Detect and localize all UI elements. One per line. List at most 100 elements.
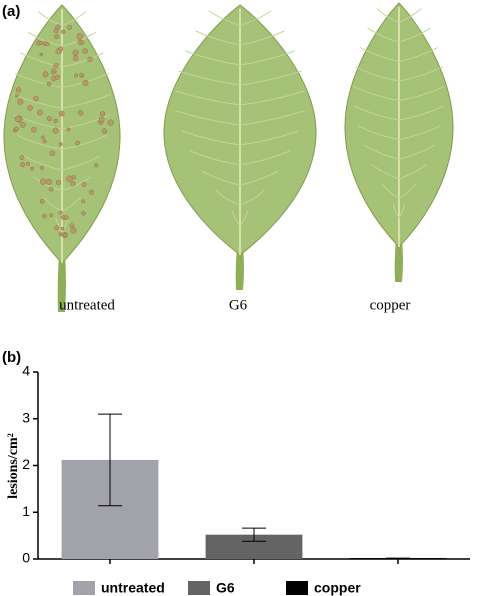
lesion xyxy=(39,52,44,57)
lesion xyxy=(49,213,54,218)
lesion xyxy=(51,71,56,75)
lesion xyxy=(42,71,49,78)
lesion xyxy=(19,155,25,161)
lesion xyxy=(14,126,19,132)
petiole xyxy=(235,248,244,290)
vein xyxy=(61,155,101,171)
vein xyxy=(61,135,107,150)
vein xyxy=(14,73,63,89)
vein xyxy=(23,155,63,171)
lesion xyxy=(94,163,99,168)
lesion xyxy=(17,98,24,105)
vein xyxy=(178,70,241,86)
lesion xyxy=(55,179,62,186)
vein xyxy=(61,197,81,212)
lesion xyxy=(14,115,22,122)
lesion xyxy=(58,46,64,52)
lesion xyxy=(99,111,106,117)
vein xyxy=(201,170,241,186)
lesion xyxy=(77,110,84,116)
vein xyxy=(185,50,241,66)
lesion xyxy=(33,95,39,102)
vein xyxy=(61,11,87,27)
lesion xyxy=(19,121,26,128)
lesion xyxy=(63,233,68,238)
lesion xyxy=(15,87,22,93)
lesion xyxy=(39,199,45,204)
lesion xyxy=(61,29,66,34)
lesion xyxy=(45,41,50,46)
vein xyxy=(398,86,446,102)
lesion xyxy=(76,33,84,40)
lesion xyxy=(79,72,84,78)
lesion xyxy=(38,41,43,46)
vein xyxy=(239,170,279,186)
vein xyxy=(239,190,265,206)
lesion xyxy=(46,81,52,87)
vein xyxy=(215,190,241,206)
error-bar xyxy=(98,413,122,507)
vein xyxy=(239,50,295,66)
lesion xyxy=(53,118,58,124)
vein xyxy=(17,135,63,150)
vein xyxy=(208,10,241,26)
lesion xyxy=(63,215,69,221)
panel-label: (a) xyxy=(2,3,20,20)
lesion xyxy=(20,162,26,168)
lesion xyxy=(25,161,31,166)
lesion xyxy=(87,56,93,63)
y-tick-label: 0 xyxy=(22,550,30,566)
vein xyxy=(398,203,406,219)
y-axis-title: lesions/cm² xyxy=(6,433,21,499)
vein xyxy=(37,11,63,27)
vein xyxy=(398,66,443,82)
lesion xyxy=(75,140,80,146)
lesion xyxy=(74,73,79,78)
y-tick-label: 4 xyxy=(22,363,30,379)
lesion xyxy=(46,116,52,122)
vein xyxy=(398,125,441,141)
leaf-label: untreated xyxy=(59,297,115,313)
lesion xyxy=(69,223,75,229)
legend-label: untreated xyxy=(101,580,165,596)
lesion xyxy=(58,110,65,117)
lesion xyxy=(82,79,89,86)
lesion xyxy=(31,127,37,133)
vein xyxy=(239,150,290,166)
vein xyxy=(231,210,241,226)
vein xyxy=(32,176,63,192)
leaf-label: copper xyxy=(370,297,411,313)
vein xyxy=(357,125,400,141)
lesion xyxy=(41,213,47,219)
vein xyxy=(61,176,92,192)
lesion xyxy=(53,63,59,69)
vein xyxy=(239,70,302,86)
lesion xyxy=(37,109,43,116)
vein xyxy=(398,164,427,180)
vein xyxy=(239,10,272,26)
petiole xyxy=(57,255,66,312)
vein xyxy=(371,164,400,180)
lesion xyxy=(66,127,71,132)
vein xyxy=(367,27,400,43)
vein xyxy=(175,90,241,106)
vein xyxy=(355,66,400,82)
lesion xyxy=(29,166,35,171)
lesion xyxy=(54,225,60,231)
vein xyxy=(398,47,438,63)
vein xyxy=(398,183,417,199)
lesion xyxy=(54,34,60,40)
lesion xyxy=(98,116,105,123)
lesion xyxy=(81,199,86,204)
vein xyxy=(398,144,435,160)
lesion xyxy=(66,175,73,182)
vein xyxy=(360,47,400,63)
lesion xyxy=(70,181,76,187)
lesion xyxy=(51,76,57,82)
lesion xyxy=(107,119,114,126)
vein xyxy=(55,217,63,233)
vein xyxy=(353,105,400,121)
y-tick-label: 1 xyxy=(22,503,30,519)
vein xyxy=(61,217,69,233)
